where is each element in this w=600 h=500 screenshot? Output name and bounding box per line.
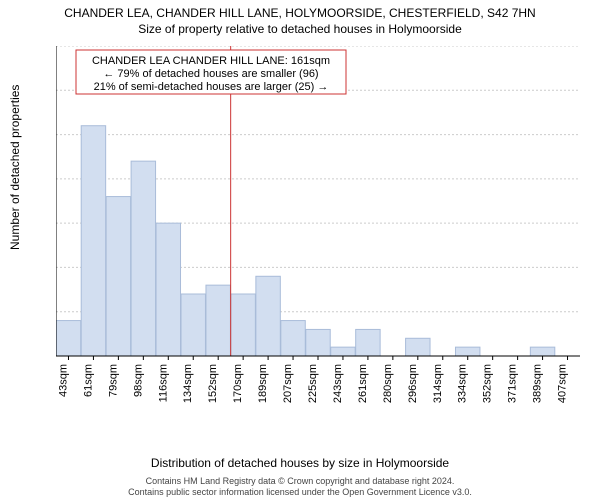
footer-attribution: Contains HM Land Registry data © Crown c…: [0, 476, 600, 498]
svg-text:43sqm: 43sqm: [57, 364, 69, 397]
x-axis-label: Distribution of detached houses by size …: [0, 456, 600, 470]
svg-text:170sqm: 170sqm: [232, 364, 244, 403]
svg-text:261sqm: 261sqm: [357, 364, 369, 403]
svg-text:389sqm: 389sqm: [532, 364, 544, 403]
svg-text:314sqm: 314sqm: [432, 364, 444, 403]
svg-text:207sqm: 207sqm: [282, 364, 294, 403]
svg-text:61sqm: 61sqm: [82, 364, 94, 397]
svg-text:116sqm: 116sqm: [157, 364, 169, 402]
svg-text:225sqm: 225sqm: [307, 364, 319, 403]
svg-text:243sqm: 243sqm: [332, 364, 344, 403]
chart-subtitle: Size of property relative to detached ho…: [0, 20, 600, 36]
svg-text:152sqm: 152sqm: [207, 364, 219, 403]
svg-text:407sqm: 407sqm: [557, 364, 569, 403]
svg-text:← 79% of detached houses are s: ← 79% of detached houses are smaller (96…: [103, 68, 318, 80]
svg-text:352sqm: 352sqm: [482, 364, 494, 403]
svg-text:334sqm: 334sqm: [457, 364, 469, 403]
footer-line-2: Contains public sector information licen…: [0, 487, 600, 498]
svg-text:CHANDER LEA CHANDER HILL LANE:: CHANDER LEA CHANDER HILL LANE: 161sqm: [92, 55, 330, 67]
svg-text:134sqm: 134sqm: [182, 364, 194, 403]
chart-title: CHANDER LEA, CHANDER HILL LANE, HOLYMOOR…: [0, 0, 600, 20]
svg-text:79sqm: 79sqm: [107, 364, 119, 397]
histogram-plot: 05101520253035 43sqm61sqm79sqm98sqm116sq…: [56, 46, 580, 406]
svg-text:371sqm: 371sqm: [507, 364, 519, 403]
y-axis-label: Number of detached properties: [8, 85, 22, 250]
svg-text:296sqm: 296sqm: [407, 364, 419, 403]
svg-text:21% of semi-detached houses ar: 21% of semi-detached houses are larger (…: [94, 81, 329, 93]
svg-text:280sqm: 280sqm: [382, 364, 394, 403]
svg-text:98sqm: 98sqm: [132, 364, 144, 397]
footer-line-1: Contains HM Land Registry data © Crown c…: [0, 476, 600, 487]
svg-text:189sqm: 189sqm: [257, 364, 269, 403]
